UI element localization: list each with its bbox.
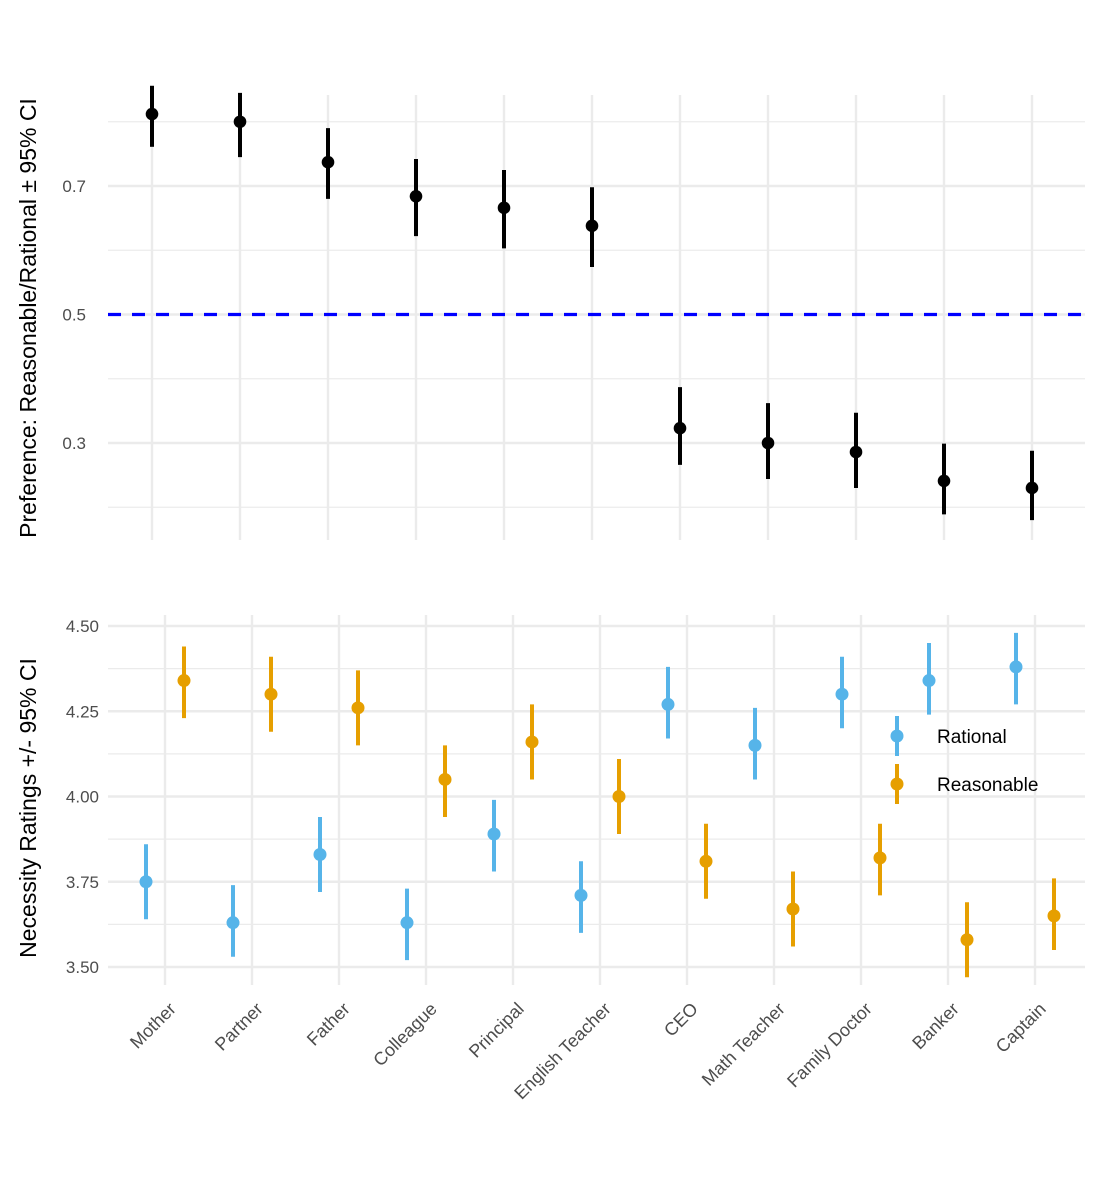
legend-label-rational: Rational <box>937 727 1007 748</box>
legend-label-reasonable: Reasonable <box>937 775 1038 796</box>
x-tick-label: Banker <box>908 999 962 1053</box>
bottom-point-reasonable-banker <box>960 902 974 978</box>
data-point <box>233 115 247 129</box>
data-point <box>438 772 452 786</box>
bottom-point-rational-family-doctor <box>835 656 849 729</box>
bottom-point-rational-captain <box>1009 632 1023 705</box>
top-y-tick-label: 0.3 <box>62 434 86 453</box>
data-point <box>139 875 153 889</box>
data-point <box>1047 909 1061 923</box>
bottom-point-rational-colleague <box>400 888 414 961</box>
data-point <box>226 916 240 930</box>
bottom-point-reasonable-english-teacher <box>612 758 626 835</box>
bottom-point-reasonable-family-doctor <box>873 823 887 896</box>
x-tick-label: Captain <box>992 999 1050 1057</box>
x-tick-label: Partner <box>211 999 267 1055</box>
bottom-point-reasonable-principal <box>525 704 539 780</box>
top-point-banker <box>937 443 951 515</box>
bottom-point-reasonable-captain <box>1047 878 1061 950</box>
data-point <box>145 107 159 121</box>
top-y-axis-title: Preference: Reasonable/Rational ± 95% CI <box>15 98 41 538</box>
data-point <box>585 219 599 233</box>
data-point <box>661 697 675 711</box>
legend-key-reasonable-dot <box>890 777 904 791</box>
data-point <box>264 687 278 701</box>
data-point <box>873 851 887 865</box>
bottom-panel: 3.50 3.75 4.00 4.25 4.50 Mother Partner Father C… <box>66 615 1085 1103</box>
x-tick-label: Mother <box>126 999 180 1053</box>
top-point-ceo <box>673 387 687 465</box>
legend-key-rational-dot <box>890 729 904 743</box>
data-point <box>786 902 800 916</box>
bottom-point-rational-english-teacher <box>574 861 588 933</box>
data-point <box>487 827 501 841</box>
bottom-y-tick-label: 3.50 <box>66 958 99 977</box>
x-tick-label: Father <box>303 999 354 1050</box>
bottom-point-reasonable-math-teacher <box>786 871 800 947</box>
top-point-family-doctor <box>849 412 863 488</box>
data-point <box>937 474 951 488</box>
bottom-point-rational-principal <box>487 799 501 872</box>
data-point <box>612 790 626 803</box>
data-point <box>849 445 863 459</box>
x-tick-label: Principal <box>465 999 528 1062</box>
data-point <box>699 854 713 868</box>
data-point <box>313 847 327 861</box>
data-point <box>351 701 365 715</box>
data-point <box>835 687 849 701</box>
legend: Rational Reasonable <box>890 716 1038 804</box>
top-y-tick-label: 0.7 <box>62 177 86 196</box>
data-point <box>748 738 762 752</box>
top-point-partner <box>233 92 247 158</box>
top-point-principal <box>497 169 511 249</box>
bottom-point-rational-father <box>313 816 327 892</box>
top-point-captain <box>1025 450 1039 521</box>
top-panel: 0.3 0.5 0.7 <box>62 85 1085 540</box>
bottom-y-tick-label: 4.25 <box>66 702 99 721</box>
x-tick-label: Colleague <box>369 999 440 1070</box>
data-point <box>400 916 414 930</box>
bottom-y-tick-label: 3.75 <box>66 873 99 892</box>
bottom-point-rational-banker <box>922 643 936 715</box>
x-tick-label: Family Doctor <box>783 999 876 1092</box>
top-point-colleague <box>409 159 423 237</box>
data-point <box>525 735 539 749</box>
bottom-y-axis-title: Necessity Ratings +/- 95% CI <box>15 658 41 958</box>
top-y-tick-label: 0.5 <box>62 306 86 325</box>
data-point <box>673 421 687 435</box>
data-point <box>177 674 191 688</box>
data-point <box>574 888 588 902</box>
x-tick-label: CEO <box>660 999 702 1041</box>
bottom-point-rational-mother <box>139 844 153 920</box>
top-point-english-teacher <box>585 187 599 267</box>
data-point <box>321 155 335 169</box>
bottom-y-tick-label: 4.00 <box>66 788 99 807</box>
data-point <box>922 674 936 688</box>
data-point <box>761 436 775 450</box>
top-point-father <box>321 128 335 199</box>
data-point <box>409 189 423 203</box>
bottom-point-reasonable-mother <box>177 646 191 719</box>
bottom-point-rational-ceo <box>661 666 675 739</box>
bottom-point-reasonable-father <box>351 670 365 746</box>
bottom-point-reasonable-partner <box>264 656 278 732</box>
bottom-point-reasonable-colleague <box>438 745 452 817</box>
top-point-mother <box>145 85 159 147</box>
bottom-point-reasonable-ceo <box>699 823 713 899</box>
data-point <box>960 933 974 947</box>
bottom-point-rational-math-teacher <box>748 707 762 780</box>
x-tick-label: Math Teacher <box>698 999 789 1090</box>
bottom-y-tick-label: 4.50 <box>66 617 99 636</box>
legend-item-reasonable: Reasonable <box>890 764 1038 804</box>
data-point <box>497 201 511 215</box>
bottom-point-rational-partner <box>226 885 240 957</box>
data-point <box>1025 481 1039 495</box>
data-point <box>1009 660 1023 674</box>
top-point-math-teacher <box>761 403 775 479</box>
legend-item-rational: Rational <box>890 716 1007 756</box>
